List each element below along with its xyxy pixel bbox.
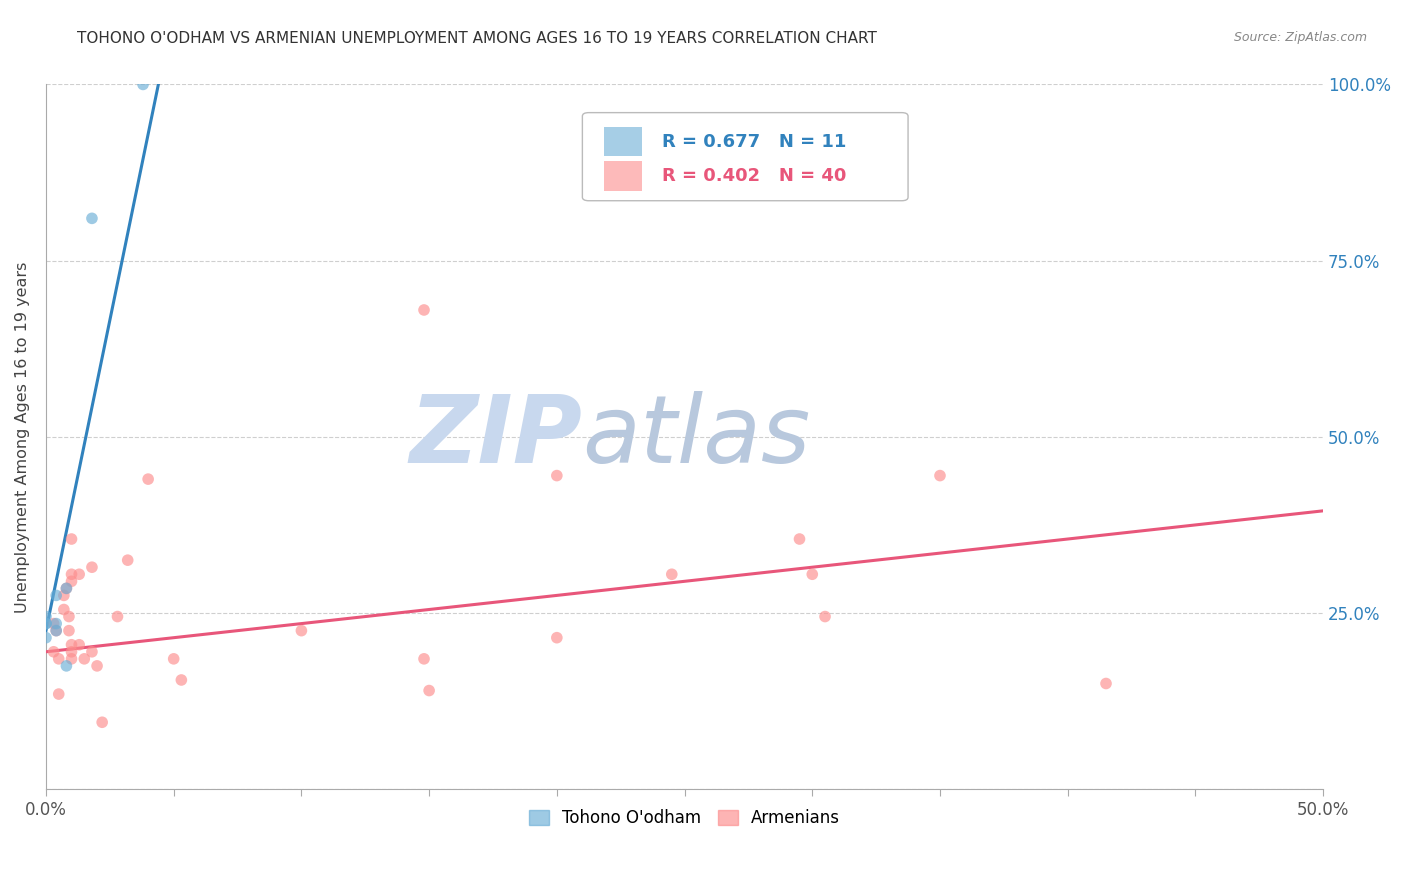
- Point: [35, 609, 58, 624]
- Text: R = 0.677   N = 11: R = 0.677 N = 11: [662, 133, 846, 151]
- Point: [60, 652, 83, 666]
- Point: [60, 645, 83, 659]
- Point: [45, 624, 67, 638]
- Point: [45, 588, 67, 602]
- Point: [58, 624, 80, 638]
- Point: [418, 683, 440, 698]
- Point: [661, 567, 683, 582]
- Point: [290, 624, 312, 638]
- Point: [42, 645, 65, 659]
- Text: ZIP: ZIP: [409, 391, 582, 483]
- Point: [55, 582, 77, 596]
- Text: atlas: atlas: [582, 392, 811, 483]
- Point: [546, 631, 568, 645]
- Point: [73, 652, 96, 666]
- Legend: Tohono O'odham, Armenians: Tohono O'odham, Armenians: [522, 803, 846, 834]
- Point: [48, 652, 70, 666]
- Point: [67, 638, 90, 652]
- Point: [60, 567, 83, 582]
- Y-axis label: Unemployment Among Ages 16 to 19 years: Unemployment Among Ages 16 to 19 years: [15, 261, 30, 613]
- Point: [80, 645, 103, 659]
- Point: [45, 616, 67, 631]
- Bar: [605, 161, 643, 191]
- Point: [55, 582, 77, 596]
- Point: [546, 468, 568, 483]
- Point: [117, 553, 139, 567]
- Point: [814, 609, 837, 624]
- Point: [107, 609, 129, 624]
- Point: [163, 652, 186, 666]
- Point: [52, 602, 75, 616]
- Point: [789, 532, 811, 546]
- Point: [52, 588, 75, 602]
- Point: [929, 468, 952, 483]
- Text: Source: ZipAtlas.com: Source: ZipAtlas.com: [1233, 31, 1367, 45]
- Point: [35, 616, 58, 631]
- Bar: [605, 127, 643, 156]
- Point: [45, 624, 67, 638]
- Point: [1095, 676, 1118, 690]
- Text: R = 0.402   N = 40: R = 0.402 N = 40: [662, 167, 846, 185]
- Point: [48, 687, 70, 701]
- Point: [60, 532, 83, 546]
- Point: [42, 616, 65, 631]
- Point: [91, 715, 114, 730]
- Point: [801, 567, 824, 582]
- Point: [60, 638, 83, 652]
- Point: [80, 560, 103, 574]
- Point: [86, 659, 108, 673]
- Point: [132, 78, 155, 92]
- Point: [35, 616, 58, 631]
- Point: [58, 609, 80, 624]
- Point: [55, 659, 77, 673]
- Point: [60, 574, 83, 589]
- Point: [67, 567, 90, 582]
- Point: [413, 302, 436, 317]
- Point: [35, 631, 58, 645]
- Text: TOHONO O'ODHAM VS ARMENIAN UNEMPLOYMENT AMONG AGES 16 TO 19 YEARS CORRELATION CH: TOHONO O'ODHAM VS ARMENIAN UNEMPLOYMENT …: [77, 31, 877, 46]
- Point: [413, 652, 436, 666]
- Point: [170, 673, 193, 687]
- FancyBboxPatch shape: [582, 112, 908, 201]
- Point: [136, 472, 159, 486]
- Point: [80, 211, 103, 226]
